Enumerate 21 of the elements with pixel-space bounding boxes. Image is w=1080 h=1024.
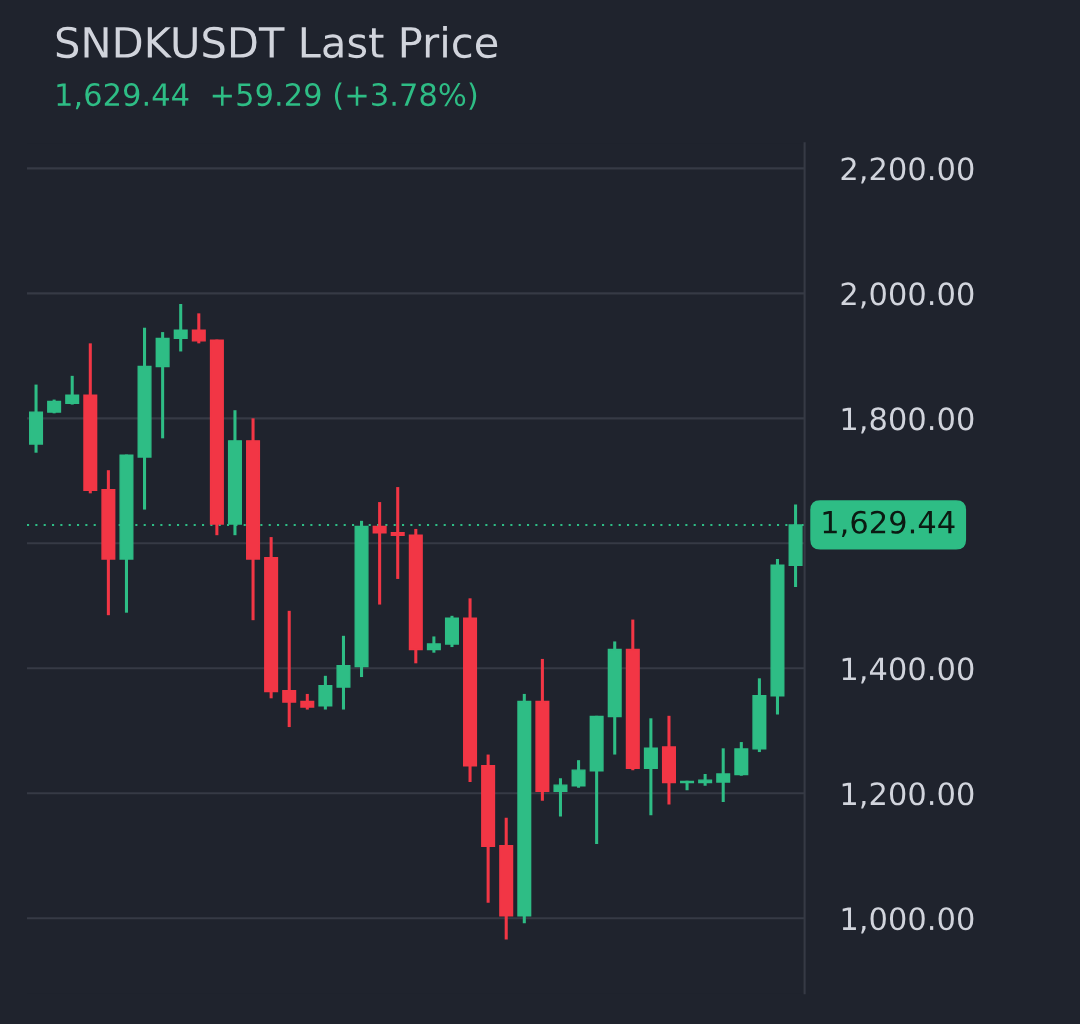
y-tick-label: 1,800.00	[842, 407, 974, 434]
candlestick	[716, 748, 731, 803]
candlestick	[282, 609, 297, 729]
candlestick	[65, 374, 80, 405]
y-tick-label: 1,000.00	[842, 907, 974, 934]
ref-line-label: 1,629.44	[823, 510, 955, 537]
candlestick	[553, 778, 568, 817]
candlestick	[318, 674, 333, 710]
y-tick-label: 2,000.00	[841, 282, 974, 309]
y-tick-label: 2,200.00	[841, 157, 974, 184]
candlestick	[173, 303, 188, 352]
candlestick	[372, 502, 387, 605]
chart-subtitle: 1,629.44 +59.29 (+3.78%)	[57, 82, 477, 110]
candlestick	[336, 634, 351, 710]
candlestick	[390, 487, 405, 579]
candlestick	[191, 313, 206, 344]
candlestick	[571, 760, 586, 788]
candlestick	[643, 718, 658, 817]
y-tick-label: 1,200.00	[842, 782, 974, 809]
chart-title: SNDKUSDT Last Price	[56, 25, 498, 59]
y-tick-label: 1,400.00	[842, 657, 974, 684]
